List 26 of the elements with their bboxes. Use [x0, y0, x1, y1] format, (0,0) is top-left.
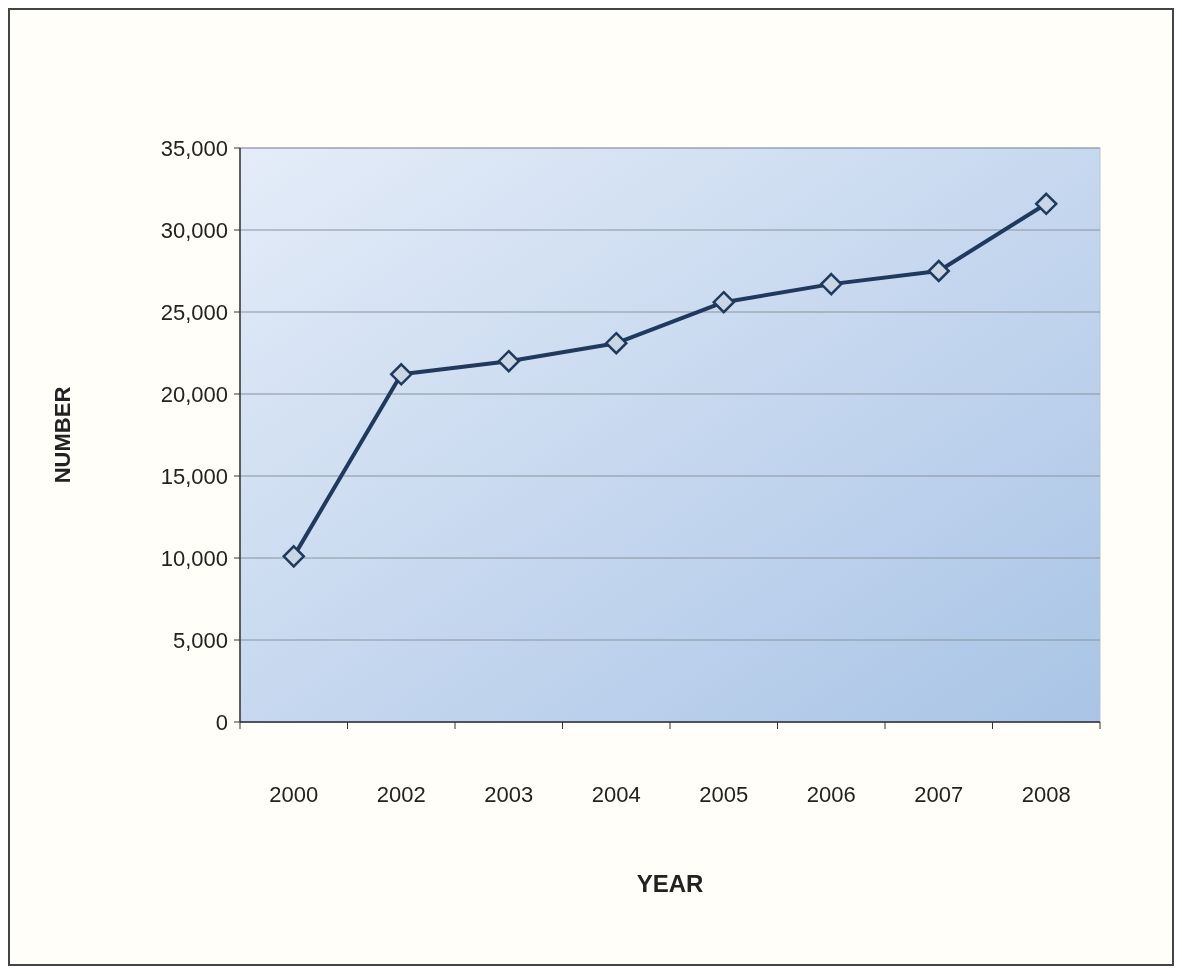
x-tick-label: 2003 — [484, 782, 534, 807]
y-tick-label: 25,000 — [160, 299, 228, 325]
y-tick-label: 5,000 — [172, 627, 228, 653]
point — [282, 545, 305, 568]
x-tick-label: 2006 — [806, 782, 856, 807]
x-tick-label: 2002 — [376, 782, 426, 807]
y-tick-label: 10,000 — [160, 545, 228, 571]
point — [605, 331, 628, 355]
point — [927, 259, 950, 283]
y-tick-label: 20,000 — [160, 381, 228, 407]
point — [820, 272, 843, 296]
x-tick-label: 2005 — [699, 782, 749, 807]
x-tick-label: 2000 — [269, 782, 319, 807]
y-tick-label: 35,000 — [160, 135, 228, 161]
y-tick-label: 15,000 — [160, 463, 228, 489]
y-tick-label: 30,000 — [160, 217, 228, 243]
x-tick-label: 2007 — [914, 782, 964, 807]
x-tick-label: 2004 — [591, 782, 641, 807]
point — [1035, 192, 1058, 216]
x-axis-title: YEAR — [636, 870, 704, 897]
point — [712, 290, 735, 314]
y-axis-title: NUMBER — [50, 386, 75, 484]
point — [497, 349, 520, 373]
x-tick-label: 2008 — [1021, 782, 1071, 807]
y-tick-label: 0 — [215, 709, 228, 735]
point — [390, 363, 413, 386]
